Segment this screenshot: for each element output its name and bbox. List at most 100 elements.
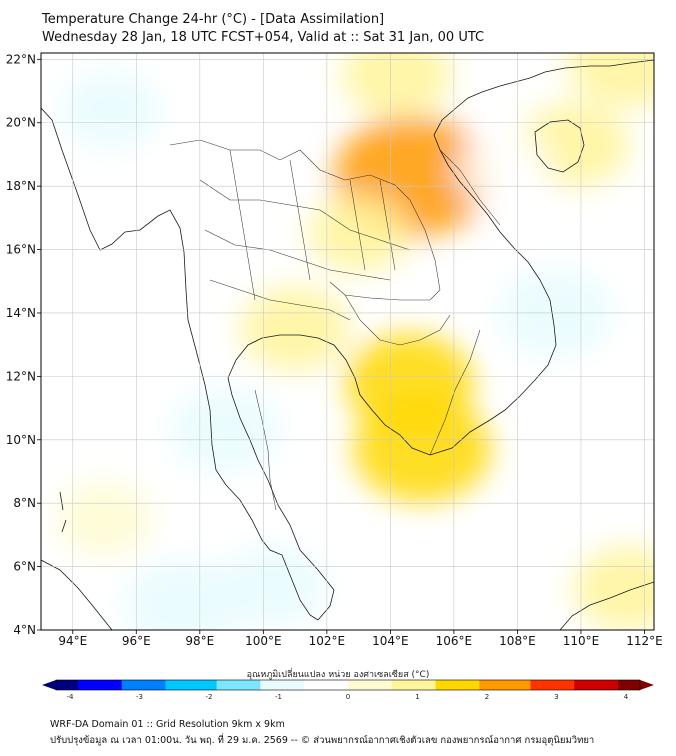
lat-label: 6°N [13, 560, 36, 574]
colorbar-segment [253, 680, 261, 690]
colorbar-segment [85, 680, 93, 690]
lat-label: 8°N [13, 496, 36, 510]
colorbar-segment [486, 680, 495, 690]
colorbar-segment [143, 680, 152, 690]
colorbar-segment [180, 680, 188, 690]
colorbar-segment [92, 680, 101, 690]
field-cool-andaman-south [124, 558, 244, 630]
gulf-thailand-coast [227, 59, 654, 621]
lon-label: 108°E [499, 634, 536, 648]
colorbar-segment [150, 680, 159, 690]
colorbar-segment [238, 680, 247, 690]
colorbar-label: อุณหภูมิเปลี่ยนแปลง หน่วย องศาเซลเซียส (… [246, 670, 430, 680]
colorbar-segment [114, 680, 123, 690]
colorbar-segment [369, 680, 378, 690]
plot-frame [40, 52, 655, 631]
chart-subtitle: Wednesday 28 Jan, 18 UTC FCST+054, Valid… [42, 30, 485, 45]
colorbar-segment [545, 680, 553, 690]
lat-label: 16°N [6, 243, 36, 257]
colorbar-segment [165, 680, 174, 690]
colorbar-tick-label: 0 [346, 693, 350, 701]
lon-label: 110°E [563, 634, 600, 648]
colorbar-tick-label: -1 [275, 693, 282, 701]
colorbar-segment [399, 680, 407, 690]
lon-label: 98°E [185, 634, 214, 648]
colorbar-segment [442, 680, 451, 690]
temperature-field [56, 53, 654, 630]
colorbar-segment [581, 680, 590, 690]
colorbar-segment [223, 680, 232, 690]
colorbar-segment [362, 680, 371, 690]
field-warm-top-center [341, 53, 452, 118]
lon-label: 106°E [436, 634, 473, 648]
colorbar-segment [530, 680, 539, 690]
colorbar-segment [384, 680, 393, 690]
field-warm-central-thailand [240, 286, 350, 372]
lat-label: 20°N [6, 116, 36, 130]
colorbar-segment [552, 680, 561, 690]
colorbar-tick-label: 2 [485, 693, 489, 701]
colorbar-segment [326, 680, 334, 690]
colorbar: -4 -3 -2 -1 0 1 2 3 4 [42, 679, 654, 701]
colorbar-segment [588, 680, 597, 690]
coastlines [41, 59, 654, 630]
andaman-islands [59, 491, 67, 533]
colorbar-segment [391, 680, 400, 690]
colorbar-segment [107, 680, 115, 690]
colorbar-segment [413, 680, 422, 690]
lon-label: 100°E [245, 634, 282, 648]
colorbar-segment [260, 680, 269, 690]
colorbar-segment [501, 680, 509, 690]
lon-label: 112°E [626, 634, 663, 648]
colorbar-segment [574, 680, 582, 690]
colorbar-segment [136, 680, 144, 690]
colorbar-segment [450, 680, 458, 690]
colorbar-min-arrow [42, 680, 56, 690]
field-cool-sumatra-strait [220, 545, 326, 627]
colorbar-tick-label: -2 [206, 693, 213, 701]
lat-label: 12°N [6, 369, 36, 383]
colorbar-segment [348, 680, 356, 690]
colorbar-segment [158, 680, 166, 690]
colorbar-segment [479, 680, 488, 690]
plot-area: 94°E 96°E 98°E 100°E 102°E 104°E 106°E 108°E 110… [6, 52, 663, 648]
colorbar-segment [63, 680, 71, 690]
colorbar-segment [216, 680, 225, 690]
longitude-labels: 94°E 96°E 98°E 100°E 102°E 104°E 106°E 108°E 110… [58, 630, 663, 648]
colorbar-segment [296, 680, 305, 690]
footer-credit: ปรับปรุงข้อมูล ณ เวลา 01:00น. วัน พฤ. ที… [50, 735, 595, 746]
colorbar-segment [172, 680, 181, 690]
admin-borders [169, 139, 501, 511]
colorbar-tick-label: -3 [136, 693, 143, 701]
field-cool-gulf-of-tonkin [456, 133, 553, 208]
colorbar-segment [494, 680, 502, 690]
colorbar-segment [377, 680, 385, 690]
colorbar-segment [537, 680, 546, 690]
sumatra-coast [41, 559, 113, 630]
chart-title: Temperature Change 24-hr (°C) - [Data As… [42, 12, 385, 27]
colorbar-segment [99, 680, 108, 690]
field-cool-peninsula [170, 388, 281, 473]
colorbar-segment [625, 680, 634, 690]
field-warm-southeast [573, 546, 654, 630]
colorbar-segment [472, 680, 480, 690]
colorbar-max-arrow [640, 680, 654, 690]
colorbar-frame [55, 679, 641, 691]
field-cool-myanmar-west [60, 71, 162, 149]
colorbar-segment [267, 680, 276, 690]
colorbar-segment [340, 680, 349, 690]
colorbar-segment [435, 680, 444, 690]
colorbar-segment [318, 680, 327, 690]
colorbar-segment [231, 680, 239, 690]
colorbar-segment [457, 680, 466, 690]
lat-label: 18°N [6, 179, 36, 193]
lat-label: 14°N [6, 306, 36, 320]
colorbar-segment [515, 680, 524, 690]
colorbar-segment [559, 680, 568, 690]
colorbar-segment [245, 680, 254, 690]
colorbar-segment [209, 680, 217, 690]
colorbar-segment [464, 680, 473, 690]
colorbar-segment [355, 680, 363, 690]
colorbar-tick-label: -4 [67, 693, 75, 701]
